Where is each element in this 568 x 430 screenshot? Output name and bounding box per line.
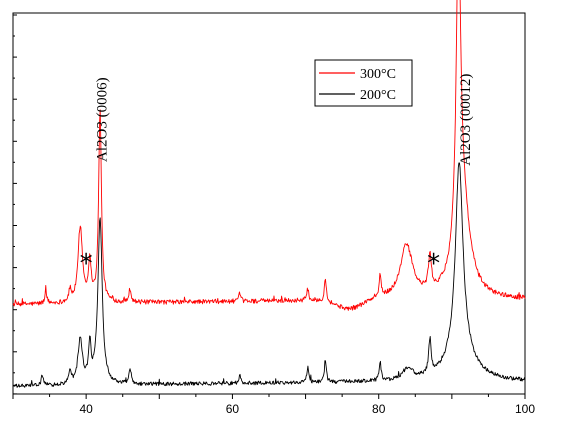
series-layer bbox=[12, 0, 526, 388]
x-tick-label: 40 bbox=[79, 402, 93, 416]
x-axis-ticks: 40 60 80 100 bbox=[12, 394, 535, 416]
peak-annotation: Al2O3 (0006) bbox=[95, 77, 111, 162]
series-line bbox=[12, 0, 526, 311]
peak-annotation: Al2O3 (00012) bbox=[458, 74, 474, 166]
legend-label: 300°C bbox=[360, 67, 396, 82]
x-tick-label: 80 bbox=[372, 402, 386, 416]
legend-label: 200°C bbox=[360, 88, 396, 103]
x-tick-label: 100 bbox=[515, 402, 535, 416]
y-axis-ticks bbox=[13, 14, 17, 395]
legend-box bbox=[314, 59, 413, 107]
impurity-star-marker: * bbox=[427, 249, 440, 279]
impurity-star-marker: * bbox=[80, 249, 93, 279]
legend: 300°C 200°C bbox=[314, 59, 413, 107]
annotation-layer: Al2O3 (0006) Al2O3 (00012) * * bbox=[80, 74, 474, 279]
series-line bbox=[12, 162, 526, 388]
x-tick-label: 60 bbox=[226, 402, 240, 416]
